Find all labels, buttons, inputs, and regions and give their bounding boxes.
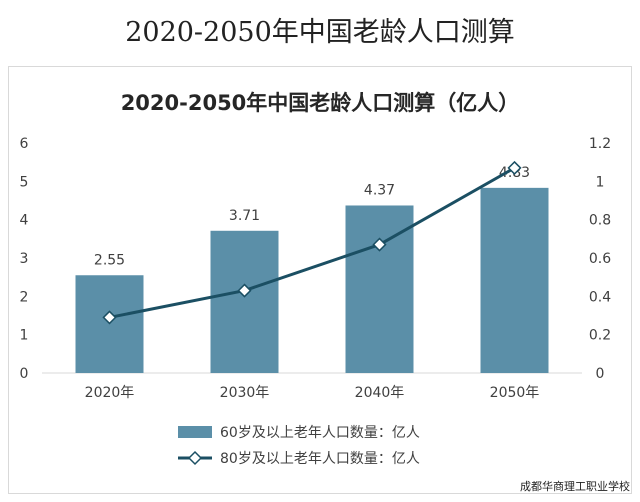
bar-data-labels: 2.553.714.374.83 (94, 165, 530, 268)
right-tick-label: 0.4 (589, 289, 611, 305)
bar-value-label: 4.37 (364, 182, 395, 198)
right-tick-label: 1 (596, 174, 605, 190)
left-tick-label: 2 (20, 289, 29, 305)
line-series (109, 166, 516, 319)
bar-value-label: 2.55 (94, 252, 125, 268)
bar-series (75, 187, 549, 373)
right-tick-label: 0.2 (589, 328, 611, 344)
right-tick-label: 0.8 (589, 213, 611, 229)
left-tick-label: 5 (20, 174, 29, 190)
page-title: 2020-2050年中国老龄人口测算 (125, 17, 515, 48)
line-point (372, 237, 387, 252)
line-point (507, 160, 522, 175)
legend-diamond-icon (187, 450, 203, 466)
left-tick-label: 3 (20, 251, 29, 267)
right-tick-label: 0.6 (589, 251, 611, 267)
legend-bar-label: 60岁及以上老年人口数量：亿人 (220, 425, 420, 441)
right-tick-label: 0 (596, 366, 605, 382)
category-label: 2050年 (490, 385, 540, 401)
left-tick-label: 6 (20, 136, 29, 152)
bar (480, 187, 549, 373)
right-tick-label: 1.2 (589, 136, 611, 152)
left-axis: 0 1 2 3 4 5 6 (20, 136, 29, 382)
legend-line-label: 80岁及以上老年人口数量：亿人 (220, 451, 420, 467)
category-label: 2030年 (220, 385, 270, 401)
left-tick-label: 1 (20, 328, 29, 344)
legend: 60岁及以上老年人口数量：亿人 80岁及以上老年人口数量：亿人 (178, 425, 420, 467)
bar (210, 230, 279, 373)
legend-bar-swatch (178, 426, 212, 438)
line-markers (102, 160, 522, 325)
line-point (237, 283, 252, 298)
category-label: 2020年 (85, 385, 135, 401)
right-axis: 0 0.2 0.4 0.6 0.8 1 1.2 (589, 136, 611, 382)
category-label: 2040年 (355, 385, 405, 401)
left-tick-label: 0 (20, 366, 29, 382)
line-point (102, 310, 117, 325)
left-tick-label: 4 (20, 213, 29, 229)
chart-title: 2020-2050年中国老龄人口测算（亿人） (121, 91, 520, 115)
x-axis-labels: 2020年 2030年 2040年 2050年 (85, 385, 540, 401)
watermark: 成都华商理工职业学校 (520, 480, 630, 493)
bar-value-label: 3.71 (229, 208, 260, 224)
